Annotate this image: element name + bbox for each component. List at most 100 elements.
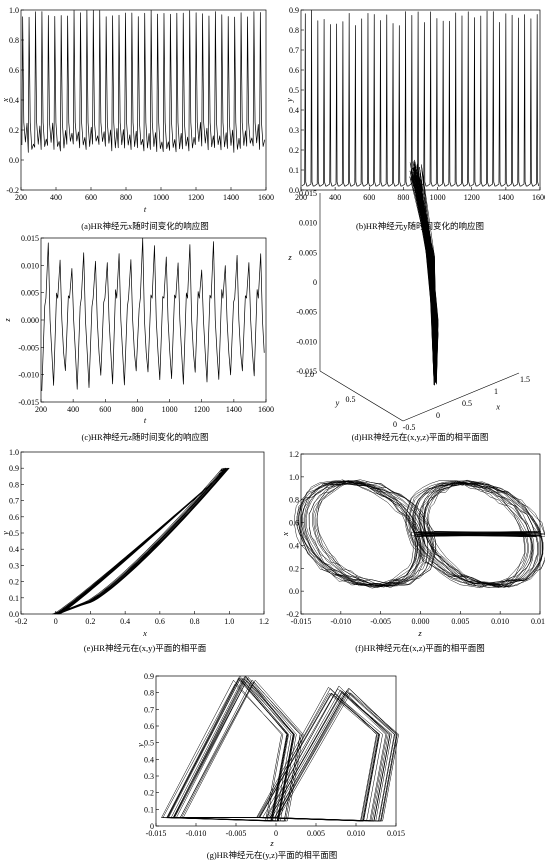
x-tick-label: 1600: [258, 193, 274, 202]
x-tick-label: 0.005: [307, 829, 325, 838]
x-tick-label: 0.010: [491, 617, 509, 626]
x-tick-label: 0.015: [387, 829, 405, 838]
x-axis-label: z: [417, 628, 422, 638]
x-axis-label: z: [269, 838, 274, 848]
z-axis-label: z: [287, 252, 292, 262]
y-tick-label: -0.010: [18, 371, 39, 380]
x-tick-label: -0.010: [330, 617, 351, 626]
x-tick-label: 0: [54, 617, 58, 626]
y-tick-label: 0: [393, 420, 397, 429]
y-tick-label: 0.7: [144, 705, 154, 714]
y-tick-label: 0.4: [289, 106, 299, 115]
y-tick-label: 0.015: [21, 234, 39, 243]
y-tick-label: 0.7: [9, 497, 19, 506]
panel-e: -0.2 0 0.2 0.4 0.6 0.8 1.0 1.2 0.0 0.1 0.2 0.3 0.4 0.…: [0, 448, 269, 653]
x-tick-label: 600: [99, 405, 111, 414]
y-trace: [301, 9, 540, 187]
panel-d: -0.5 0 0.5 1 1.5 0 0.5 1.0-0.015 -0.010 -0.005 0 0.…: [287, 159, 530, 442]
xy-phase-trace: [51, 467, 230, 615]
y-axis-label: y: [135, 743, 145, 748]
y-tick-label: -0.015: [18, 398, 39, 407]
panel-caption: (e)HR神经元在(x,y)平面的相平面: [84, 643, 207, 653]
x-tick-label: 800: [397, 193, 409, 202]
y-tick-label: 0.5: [9, 529, 19, 538]
y-tick-label: -0.2: [286, 610, 299, 619]
y-tick-label: 0.3: [289, 126, 299, 135]
y-tick-label: 0.4: [9, 96, 19, 105]
x-tick-label: 1400: [498, 193, 514, 202]
y-tick-label: 0.8: [9, 480, 19, 489]
x-tick-label: 200: [35, 405, 47, 414]
x-tick-label: -0.015: [146, 829, 167, 838]
x-tick-label: 1.5: [520, 375, 530, 384]
panel-f: -0.015 -0.010 -0.005 0.000 0.005 0.010 0.015 -0…: [280, 450, 545, 653]
y-axis-label: x: [280, 532, 290, 537]
y-axis-label: z: [2, 318, 12, 323]
y-axis-line: [319, 370, 404, 422]
panel-caption: (d)HR神经元在(x,y,z)平面的相平面图: [352, 432, 489, 442]
y-tick-label: 0.8: [144, 689, 154, 698]
yz-phase-trace: [161, 676, 399, 822]
x-tick-label: 0.010: [347, 829, 365, 838]
x-tick-label: 1000: [430, 193, 446, 202]
y-tick-label: 0.8: [289, 496, 299, 505]
x-tick-label: 600: [85, 193, 97, 202]
attractor-trace: [409, 159, 439, 386]
x-tick-label: 0.4: [120, 617, 130, 626]
y-tick-label: 0.005: [21, 289, 39, 298]
y-tick-label: 0.2: [9, 578, 19, 587]
panel-caption: (a)HR神经元x随时间变化的响应图: [81, 221, 209, 231]
plot-frame: [20, 451, 265, 615]
panel-caption: (f)HR神经元在(x,z)平面的相平面图: [355, 643, 485, 653]
y-tick-label: 0.3: [9, 561, 19, 570]
y-tick-label: -0.005: [18, 343, 39, 352]
x-tick-label: 1.0: [224, 617, 234, 626]
y-tick-label: 0.2: [9, 126, 19, 135]
y-tick-label: 1.2: [289, 450, 299, 459]
panel-g: -0.015 -0.010 -0.005 0 0.005 0.010 0.015 0 0.1 0.…: [135, 672, 405, 860]
x-tick-label: 0.5: [462, 399, 472, 408]
z-tick-label: 0.015: [299, 189, 317, 198]
panel-caption: (c)HR神经元z随时间变化的响应图: [81, 432, 208, 442]
y-tick-label: 0.0: [289, 186, 299, 195]
x-axis-label: t: [144, 204, 147, 214]
z-trace: [41, 237, 265, 392]
x-tick-label: -0.005: [226, 829, 247, 838]
x-tick-label: -0.010: [186, 829, 207, 838]
y-axis-label: y: [284, 98, 294, 103]
y-tick-label: 0.8: [289, 26, 299, 35]
xz-phase-trace: [294, 479, 545, 589]
y-tick-label: 0.5: [289, 86, 299, 95]
x-tick-label: 800: [120, 193, 132, 202]
y-tick-label: 0.5: [346, 395, 356, 404]
y-axis-label: x: [0, 98, 10, 103]
x-tick-label: 1600: [258, 405, 274, 414]
panel-caption: (g)HR神经元在(y,z)平面的相平面图: [207, 850, 337, 860]
y-tick-label: 0.1: [289, 166, 299, 175]
x-axis-label: x: [142, 628, 147, 638]
panel-caption: (b)HR神经元y随时间变化的响应图: [356, 221, 484, 231]
y-axis-label: y: [0, 531, 10, 536]
y-tick-label: 0.000: [21, 316, 39, 325]
y-tick-label: 0.6: [144, 722, 154, 731]
y-tick-label: 0.2: [144, 789, 154, 798]
x-tick-label: 800: [131, 405, 143, 414]
z-tick-label: -0.005: [296, 308, 317, 317]
z-tick-label: 0.010: [299, 219, 317, 228]
x-tick-label: 1400: [223, 193, 239, 202]
y-tick-label: 0.6: [289, 519, 299, 528]
x-tick-label: 400: [50, 193, 62, 202]
x-tick-label: 0.6: [155, 617, 165, 626]
y-tick-label: -0.2: [6, 186, 19, 195]
y-tick-label: 0.0: [9, 610, 19, 619]
y-tick-label: 0.9: [9, 464, 19, 473]
x-tick-label: 400: [329, 193, 341, 202]
x-tick-label: -0.2: [15, 617, 28, 626]
x-tick-label: 0: [436, 411, 440, 420]
x-tick-label: -0.015: [291, 617, 312, 626]
x-trace: [21, 10, 266, 153]
y-tick-label: 0.7: [289, 46, 299, 55]
y-tick-label: 0.3: [144, 772, 154, 781]
y-tick-label: 0.4: [144, 755, 154, 764]
